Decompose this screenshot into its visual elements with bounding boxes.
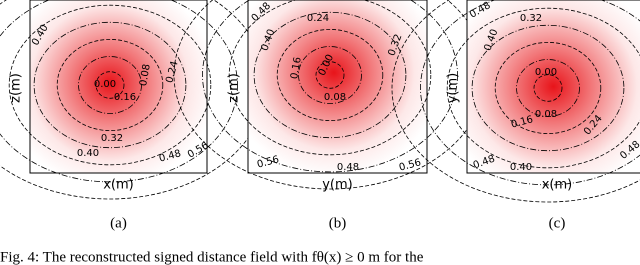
subcaption: (a): [110, 215, 127, 231]
contour-line: [391, 0, 640, 203]
y-axis-label: z(m): [9, 73, 24, 103]
contour-label: 0.40: [77, 148, 99, 159]
contour-line: [253, 11, 407, 139]
x-axis-label: y(m): [322, 178, 353, 193]
contour-line: [33, 21, 187, 149]
contour-line: [228, 0, 432, 156]
contour-label: 0.08: [138, 63, 153, 87]
y-axis-label: y(m): [446, 73, 461, 104]
plot-frame: [29, 0, 208, 174]
subcaption: (b): [329, 215, 347, 231]
contour-line: [298, 46, 362, 104]
contour-line: [276, 29, 384, 121]
contour-label: 0.24: [307, 13, 329, 24]
caption: Fig. 4: The reconstructed signed distanc…: [0, 249, 424, 265]
plot-frame: [466, 0, 640, 174]
contour-label: 0.32: [520, 13, 542, 24]
contour-line: [446, 7, 640, 169]
contour-label: 0.08: [324, 92, 346, 103]
contour-label: 0.16: [114, 92, 136, 103]
contour-label: 0.16: [289, 56, 304, 80]
contour-line: [420, 0, 640, 186]
contour-label: 0.00: [94, 79, 116, 90]
contour-line: [494, 42, 602, 134]
contour-line: [0, 0, 238, 183]
heatmap: [467, 0, 640, 173]
contour-line: [315, 61, 345, 89]
subcaption: (c): [549, 215, 566, 231]
contour-label: 0.40: [510, 162, 532, 173]
contour-line: [533, 74, 563, 102]
contour-label: 0.48: [337, 162, 359, 173]
contour-line: [202, 0, 458, 173]
contour-line: [516, 59, 580, 117]
contour-line: [56, 39, 164, 131]
contour-line: [78, 56, 142, 114]
contour-label: 0.08: [535, 109, 557, 120]
y-axis-label: z(m): [227, 73, 242, 103]
plot-frame: [247, 0, 428, 174]
contour-label: 0.00: [535, 67, 557, 78]
contour-line: [95, 71, 125, 99]
x-axis-label: x(m): [103, 178, 134, 193]
contour-label: 0.32: [101, 133, 123, 144]
x-axis-label: x(m): [542, 178, 573, 193]
heatmap: [30, 0, 207, 173]
contour-line: [8, 4, 212, 166]
contour-line: [471, 24, 625, 152]
